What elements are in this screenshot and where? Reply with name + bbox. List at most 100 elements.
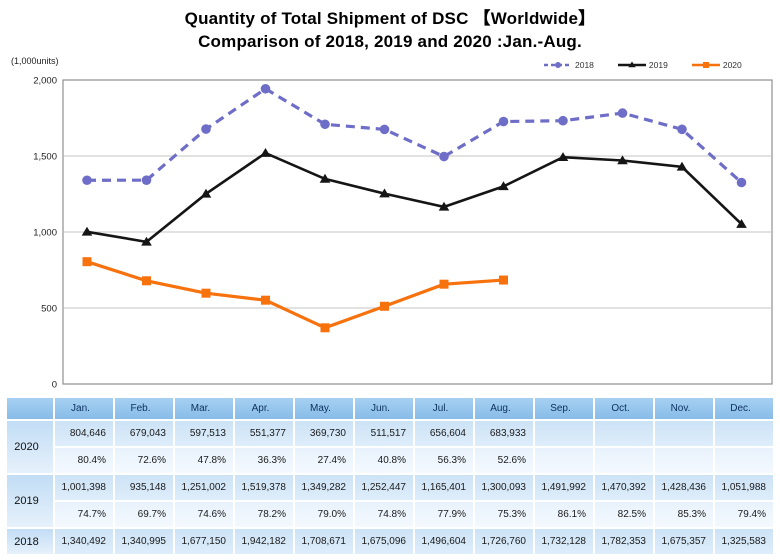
- column-header-may: May.: [295, 398, 353, 419]
- cell-2019-percent-8: 75.3%: [475, 502, 533, 527]
- row-label-2019: 2019: [7, 475, 53, 527]
- data-point-circle: [141, 175, 152, 185]
- cell-2019-percent-10: 82.5%: [595, 502, 653, 527]
- table-row-2018-values: 2018 1,340,492 1,340,995 1,677,150 1,942,182…: [7, 529, 773, 554]
- data-point-circle: [82, 175, 92, 186]
- legend-sample-2020: [691, 62, 720, 68]
- cell-2020-value-6: 511,517: [355, 421, 413, 446]
- cell-2018-value-2: 1,340,995: [115, 529, 173, 554]
- cell-2019-value-11: 1,428,436: [655, 475, 713, 500]
- data-point-triangle: [260, 147, 271, 157]
- legend-item-2018: 2018: [544, 60, 594, 70]
- cell-2020-percent-6: 40.8%: [355, 448, 413, 473]
- cell-2018-value-5: 1,708,671: [295, 529, 353, 554]
- cell-2019-percent-1: 74.7%: [55, 502, 113, 527]
- cell-2018-value-3: 1,677,150: [175, 529, 233, 554]
- cell-2020-percent-12: [715, 448, 773, 473]
- chart-legend: 2018 2019 2020: [544, 60, 742, 70]
- column-header-aug: Aug.: [475, 398, 533, 419]
- cell-2020-percent-4: 36.3%: [235, 448, 293, 473]
- column-header-dec: Dec.: [715, 398, 773, 419]
- cell-2019-percent-7: 77.9%: [415, 502, 473, 527]
- page-title: Quantity of Total Shipment of DSC 【World…: [0, 0, 780, 53]
- column-header-sep: Sep.: [535, 398, 593, 419]
- series-line-2020: [86, 260, 504, 330]
- cell-2019-value-9: 1,491,992: [535, 475, 593, 500]
- data-point-circle: [498, 116, 509, 127]
- cell-2019-value-12: 1,051,988: [715, 475, 773, 500]
- cell-2020-value-3: 597,513: [175, 421, 233, 446]
- cell-2019-value-5: 1,349,282: [295, 475, 353, 500]
- cell-2020-value-8: 683,933: [475, 421, 533, 446]
- data-point-square: [261, 295, 270, 305]
- legend-sample-2018: [544, 62, 572, 68]
- data-table: Jan. Feb. Mar. Apr. May. Jun. Jul. Aug. Sep. Oct.…: [5, 396, 775, 556]
- cell-2020-percent-10: [595, 448, 653, 473]
- cell-2019-percent-12: 79.4%: [715, 502, 773, 527]
- cell-2020-value-9: [535, 421, 593, 446]
- cell-2020-percent-11: [655, 448, 713, 473]
- cell-2020-value-10: [595, 421, 653, 446]
- data-point-square: [702, 62, 709, 68]
- legend-item-2019: 2019: [617, 60, 668, 70]
- cell-2020-value-2: 679,043: [115, 421, 173, 446]
- data-point-square: [82, 257, 92, 267]
- cell-2019-percent-2: 69.7%: [115, 502, 173, 527]
- cell-2019-value-7: 1,165,401: [415, 475, 473, 500]
- y-tick-label: 500: [41, 304, 57, 315]
- cell-2020-percent-5: 27.4%: [295, 448, 353, 473]
- cell-2020-percent-9: [535, 448, 593, 473]
- series-line-2018: [86, 86, 743, 184]
- cell-2018-value-4: 1,942,182: [235, 529, 293, 554]
- data-point-circle: [677, 124, 687, 135]
- data-point-triangle: [736, 218, 747, 228]
- data-point-circle: [379, 124, 390, 135]
- cell-2018-value-10: 1,782,353: [595, 529, 653, 554]
- cell-2020-value-7: 656,604: [415, 421, 473, 446]
- legend-sample-2019: [617, 61, 646, 68]
- cell-2019-value-4: 1,519,378: [235, 475, 293, 500]
- y-tick-label: 0: [52, 380, 57, 391]
- data-point-triangle: [141, 236, 152, 246]
- cell-2019-value-3: 1,251,002: [175, 475, 233, 500]
- y-tick-label: 1,500: [33, 152, 57, 163]
- cell-2020-percent-1: 80.4%: [55, 448, 113, 473]
- y-tick-label: 1,000: [33, 228, 57, 239]
- cell-2019-value-10: 1,470,392: [595, 475, 653, 500]
- cell-2020-value-12: [715, 421, 773, 446]
- data-point-circle: [439, 151, 449, 162]
- y-axis-unit-label: (1,000units): [11, 56, 59, 66]
- legend-label-2018: 2018: [575, 60, 594, 70]
- cell-2018-value-1: 1,340,492: [55, 529, 113, 554]
- cell-2018-value-7: 1,496,604: [415, 529, 473, 554]
- table-row-2019-percents: 74.7% 69.7% 74.6% 78.2% 79.0% 74.8% 77.9% 75.3%…: [7, 502, 773, 527]
- data-point-triangle: [319, 173, 331, 183]
- data-point-square: [499, 275, 508, 285]
- data-point-triangle: [200, 188, 212, 198]
- data-point-triangle: [81, 226, 93, 236]
- cell-2020-value-11: [655, 421, 713, 446]
- y-tick-label: 2,000: [33, 76, 57, 87]
- data-point-circle: [555, 62, 561, 68]
- cell-2019-percent-9: 86.1%: [535, 502, 593, 527]
- table-row-2020-values: 2020 804,646 679,043 597,513 551,377 369,730 5…: [7, 421, 773, 473]
- column-header-jan: Jan.: [55, 398, 113, 419]
- cell-2020-percent-7: 56.3%: [415, 448, 473, 473]
- column-header-mar: Mar.: [175, 398, 233, 419]
- data-point-circle: [320, 119, 330, 130]
- data-point-square: [439, 279, 449, 289]
- legend-label-2019: 2019: [648, 60, 668, 70]
- column-header-apr: Apr.: [235, 398, 293, 419]
- table-row-2020-percents: 80.4% 72.6% 47.8% 36.3% 27.4% 40.8% 56.3% 52.6%: [7, 448, 773, 473]
- cell-2019-value-1: 1,001,398: [55, 475, 113, 500]
- cell-2018-value-11: 1,675,357: [655, 529, 713, 554]
- data-point-triangle: [438, 201, 450, 211]
- series-line-2019: [86, 151, 743, 244]
- cell-2020-value-1: 804,646: [55, 421, 113, 446]
- data-point-triangle: [676, 161, 688, 171]
- data-point-circle: [736, 177, 747, 188]
- column-header-oct: Oct.: [595, 398, 653, 419]
- legend-label-2020: 2020: [722, 60, 742, 70]
- data-point-triangle: [379, 188, 390, 198]
- data-point-circle: [558, 115, 568, 126]
